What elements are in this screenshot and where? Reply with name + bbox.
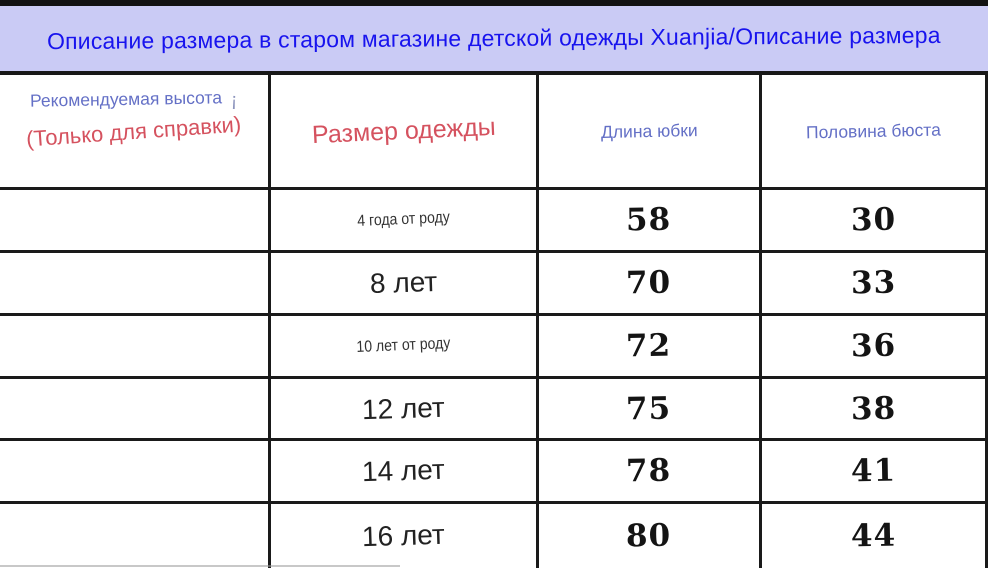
header-height-label: Рекомендуемая высота (30, 86, 223, 111)
cell-size-row1: 4 года от роду (271, 190, 539, 253)
cell-skirt-row5: 78 (539, 441, 762, 504)
half-bust-value: 30 (850, 201, 897, 239)
skirt-length-value: 75 (626, 390, 672, 427)
header-skirt-length-label: Длина юбки (600, 119, 698, 142)
cell-height-row6 (0, 504, 271, 568)
cell-size-row3: 10 лет от роду (271, 316, 539, 379)
skirt-length-value: 70 (626, 264, 672, 302)
cell-height-row3 (0, 316, 271, 379)
top-border-bar (0, 0, 988, 6)
half-bust-value: 44 (850, 517, 897, 555)
header-height-note: (Только для справки) (25, 111, 243, 152)
skirt-length-value: 78 (626, 452, 672, 490)
half-bust-value: 38 (850, 390, 897, 427)
cell-size-row4: 12 лет (271, 379, 539, 441)
size-label: 14 лет (361, 453, 446, 488)
header-clothing-size: Размер одежды (271, 75, 539, 190)
header-recommended-height: Рекомендуемая высота ¡ (Только для справ… (0, 75, 271, 190)
cell-size-row2: 8 лет (271, 253, 539, 316)
cell-skirt-row6: 80 (539, 504, 762, 568)
header-half-bust: Половина бюста (762, 75, 985, 190)
header-skirt-length: Длина юбки (539, 75, 762, 190)
cell-height-row4 (0, 379, 271, 441)
cell-skirt-row3: 72 (539, 316, 762, 379)
header-half-bust-label: Половина бюста (805, 119, 942, 142)
size-label: 4 года от роду (356, 208, 451, 231)
size-label: 16 лет (361, 518, 446, 553)
cell-height-row1 (0, 190, 271, 253)
skirt-length-value: 80 (626, 517, 672, 555)
cell-bust-row6: 44 (762, 504, 985, 568)
size-label: 10 лет от роду (356, 334, 451, 357)
cell-skirt-row1: 58 (539, 190, 762, 253)
cell-size-row5: 14 лет (271, 441, 539, 504)
cell-height-row5 (0, 441, 271, 504)
cell-skirt-row2: 70 (539, 253, 762, 316)
half-bust-value: 33 (850, 264, 897, 302)
half-bust-value: 36 (850, 327, 897, 365)
cell-size-row6: 16 лет (271, 504, 539, 568)
header-clothing-size-label: Размер одежды (311, 112, 496, 149)
faint-bottom-line (0, 565, 400, 567)
banner: Описание размера в старом магазине детск… (0, 6, 988, 71)
banner-title: Описание размера в старом магазине детск… (47, 21, 941, 55)
cell-bust-row3: 36 (762, 316, 985, 379)
cell-bust-row2: 33 (762, 253, 985, 316)
skirt-length-value: 58 (626, 201, 672, 239)
header-height-line1-wrap: Рекомендуемая высота ¡ (30, 86, 238, 112)
skirt-length-value: 72 (626, 327, 672, 365)
cell-height-row2 (0, 253, 271, 316)
cell-skirt-row4: 75 (539, 379, 762, 441)
size-table: Рекомендуемая высота ¡ (Только для справ… (0, 71, 988, 568)
half-bust-value: 41 (850, 452, 897, 490)
size-label: 8 лет (369, 265, 438, 300)
cell-bust-row4: 38 (762, 379, 985, 441)
size-label: 12 лет (361, 391, 446, 425)
cell-bust-row5: 41 (762, 441, 985, 504)
pen-mark-exclamation-icon: ¡ (230, 89, 238, 112)
cell-bust-row1: 30 (762, 190, 985, 253)
